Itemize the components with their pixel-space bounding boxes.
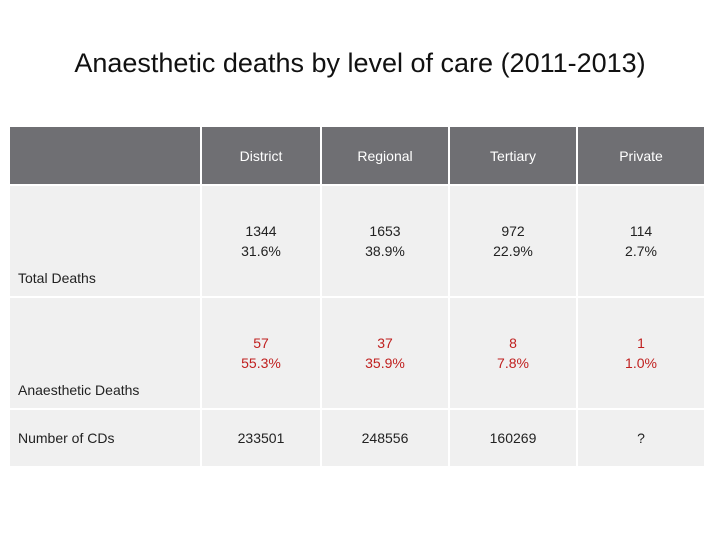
cell-count: 1344 bbox=[245, 223, 277, 239]
cell-percent: 31.6% bbox=[241, 243, 281, 259]
table-row: Number of CDs 233501 248556 160269 ? bbox=[8, 408, 706, 468]
cell-percent: 35.9% bbox=[365, 355, 405, 371]
cell-percent: 2.7% bbox=[625, 243, 657, 259]
table-cell: 972 22.9% bbox=[448, 184, 578, 298]
table-cell: 1344 31.6% bbox=[200, 184, 322, 298]
table-row: Total Deaths 1344 31.6% 1653 38.9% 972 22.9… bbox=[8, 184, 706, 298]
column-header-private: Private bbox=[576, 125, 706, 186]
cell-count: 114 bbox=[629, 223, 653, 239]
table-row: Anaesthetic Deaths 57 55.3% 37 35.9% 8 7.8%… bbox=[8, 296, 706, 410]
table-cell: ? bbox=[576, 408, 706, 468]
table-cell: 57 55.3% bbox=[200, 296, 322, 410]
table-cell: 114 2.7% bbox=[576, 184, 706, 298]
column-header-district: District bbox=[200, 125, 322, 186]
cell-percent: 38.9% bbox=[365, 243, 405, 259]
column-header-regional: Regional bbox=[320, 125, 450, 186]
cell-count: 8 bbox=[509, 335, 517, 351]
cell-percent: 55.3% bbox=[241, 355, 281, 371]
cell-count: 1653 bbox=[369, 223, 401, 239]
table-cell: 8 7.8% bbox=[448, 296, 578, 410]
column-header-tertiary: Tertiary bbox=[448, 125, 578, 186]
row-label: Total Deaths bbox=[8, 184, 202, 298]
cell-count: 37 bbox=[377, 335, 393, 351]
table-cell: 1653 38.9% bbox=[320, 184, 450, 298]
table-cell: 160269 bbox=[448, 408, 578, 468]
data-table: District Regional Tertiary Private Total… bbox=[8, 125, 706, 468]
header-corner bbox=[8, 125, 202, 186]
header-row: District Regional Tertiary Private bbox=[8, 125, 706, 186]
cell-percent: 7.8% bbox=[497, 355, 529, 371]
cell-count: 57 bbox=[253, 335, 269, 351]
row-label: Anaesthetic Deaths bbox=[8, 296, 202, 410]
cell-count: 1 bbox=[637, 335, 645, 351]
table-cell: 248556 bbox=[320, 408, 450, 468]
cell-percent: 22.9% bbox=[493, 243, 533, 259]
cell-count: 972 bbox=[501, 223, 525, 239]
table-cell: 37 35.9% bbox=[320, 296, 450, 410]
row-label: Number of CDs bbox=[8, 408, 202, 468]
table-cell: 233501 bbox=[200, 408, 322, 468]
page-title: Anaesthetic deaths by level of care (201… bbox=[74, 48, 646, 78]
cell-percent: 1.0% bbox=[625, 355, 657, 371]
table-cell: 1 1.0% bbox=[576, 296, 706, 410]
